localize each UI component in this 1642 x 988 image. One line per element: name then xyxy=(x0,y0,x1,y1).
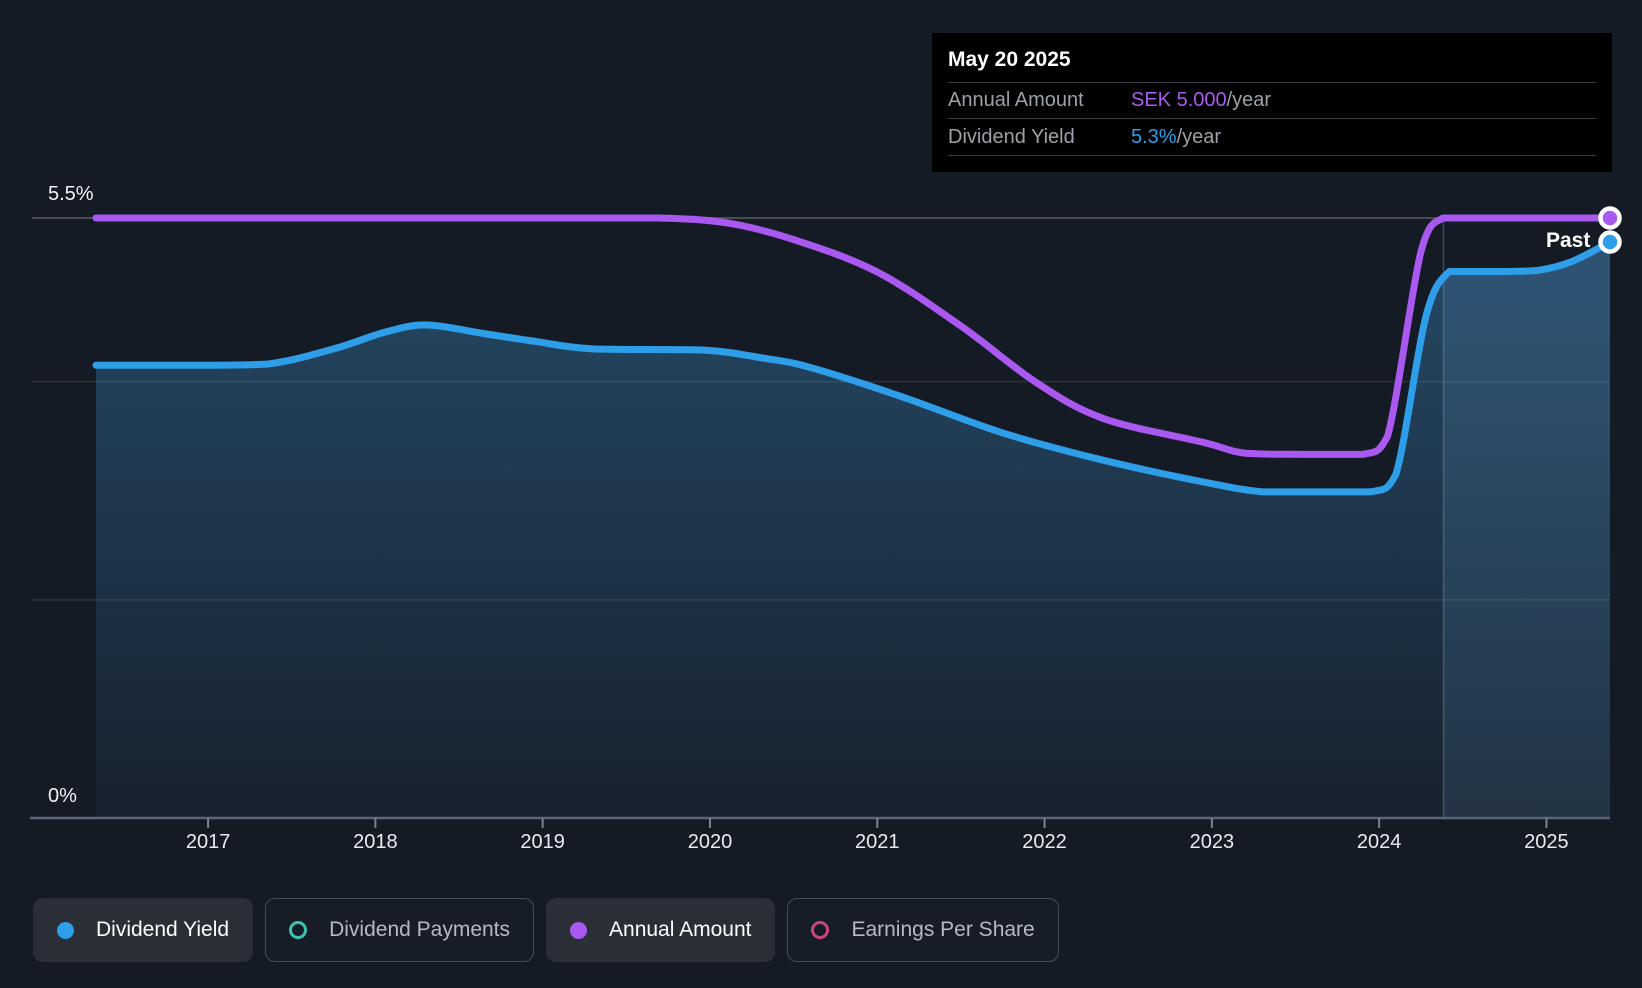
legend-item-label: Dividend Yield xyxy=(96,918,230,941)
y-axis-zero-label: 0% xyxy=(48,785,77,807)
x-axis-label-2024: 2024 xyxy=(1356,831,1402,853)
legend-marker-icon xyxy=(570,921,588,939)
legend-item-label: Annual Amount xyxy=(609,918,752,941)
series-legend: Dividend Yield Dividend Payments Annual Am… xyxy=(33,898,1059,962)
x-axis-label-2019: 2019 xyxy=(520,831,565,853)
y-axis-max-label: 5.5% xyxy=(48,183,94,205)
legend-marker-icon xyxy=(811,921,830,939)
legend-item-earnings-per-share[interactable]: Earnings Per Share xyxy=(787,898,1059,962)
legend-marker-icon xyxy=(289,921,308,939)
annual-amount-hover-marker xyxy=(1598,206,1622,230)
hover-tooltip: May 20 2025 Annual Amount SEK 5.000 /yea… xyxy=(932,33,1612,172)
tooltip-date: May 20 2025 xyxy=(948,48,1071,71)
x-axis-label-2018: 2018 xyxy=(353,831,398,853)
legend-item-dividend-payments[interactable]: Dividend Payments xyxy=(265,898,535,962)
x-axis-label-2023: 2023 xyxy=(1189,831,1235,853)
tooltip-label: Annual Amount xyxy=(948,89,1084,111)
recent-period-highlight xyxy=(1443,242,1610,818)
legend-marker-icon xyxy=(57,921,74,939)
annual-amount-line xyxy=(92,214,1614,458)
tooltip-row-annual-amount: Annual Amount SEK 5.000 /year xyxy=(948,82,1596,118)
legend-item-dividend-yield[interactable]: Dividend Yield xyxy=(33,898,254,962)
dividend-yield-line xyxy=(92,238,1614,496)
tooltip-suffix: /year xyxy=(1176,125,1222,148)
x-axis-label-2020: 2020 xyxy=(687,831,733,853)
legend-item-label: Earnings Per Share xyxy=(851,918,1035,941)
x-axis-label-2017: 2017 xyxy=(185,831,231,853)
x-axis-label-2025: 2025 xyxy=(1524,831,1569,853)
x-axis-label-2021: 2021 xyxy=(855,831,900,853)
tooltip-footer xyxy=(948,155,1596,172)
tooltip-row-dividend-yield: Dividend Yield 5.3% /year xyxy=(948,118,1596,155)
legend-item-annual-amount[interactable]: Annual Amount xyxy=(546,898,776,962)
tooltip-suffix: /year xyxy=(1226,89,1272,111)
tooltip-label: Dividend Yield xyxy=(948,125,1075,148)
tooltip-value: 5.3% xyxy=(1131,125,1177,148)
yield-area-fill xyxy=(96,242,1610,818)
tooltip-value: SEK 5.000 xyxy=(1131,89,1227,111)
x-axis-label-2022: 2022 xyxy=(1022,831,1067,853)
past-label: Past xyxy=(1546,229,1591,252)
dividend-yield-hover-marker xyxy=(1598,230,1622,254)
legend-item-label: Dividend Payments xyxy=(329,918,511,941)
